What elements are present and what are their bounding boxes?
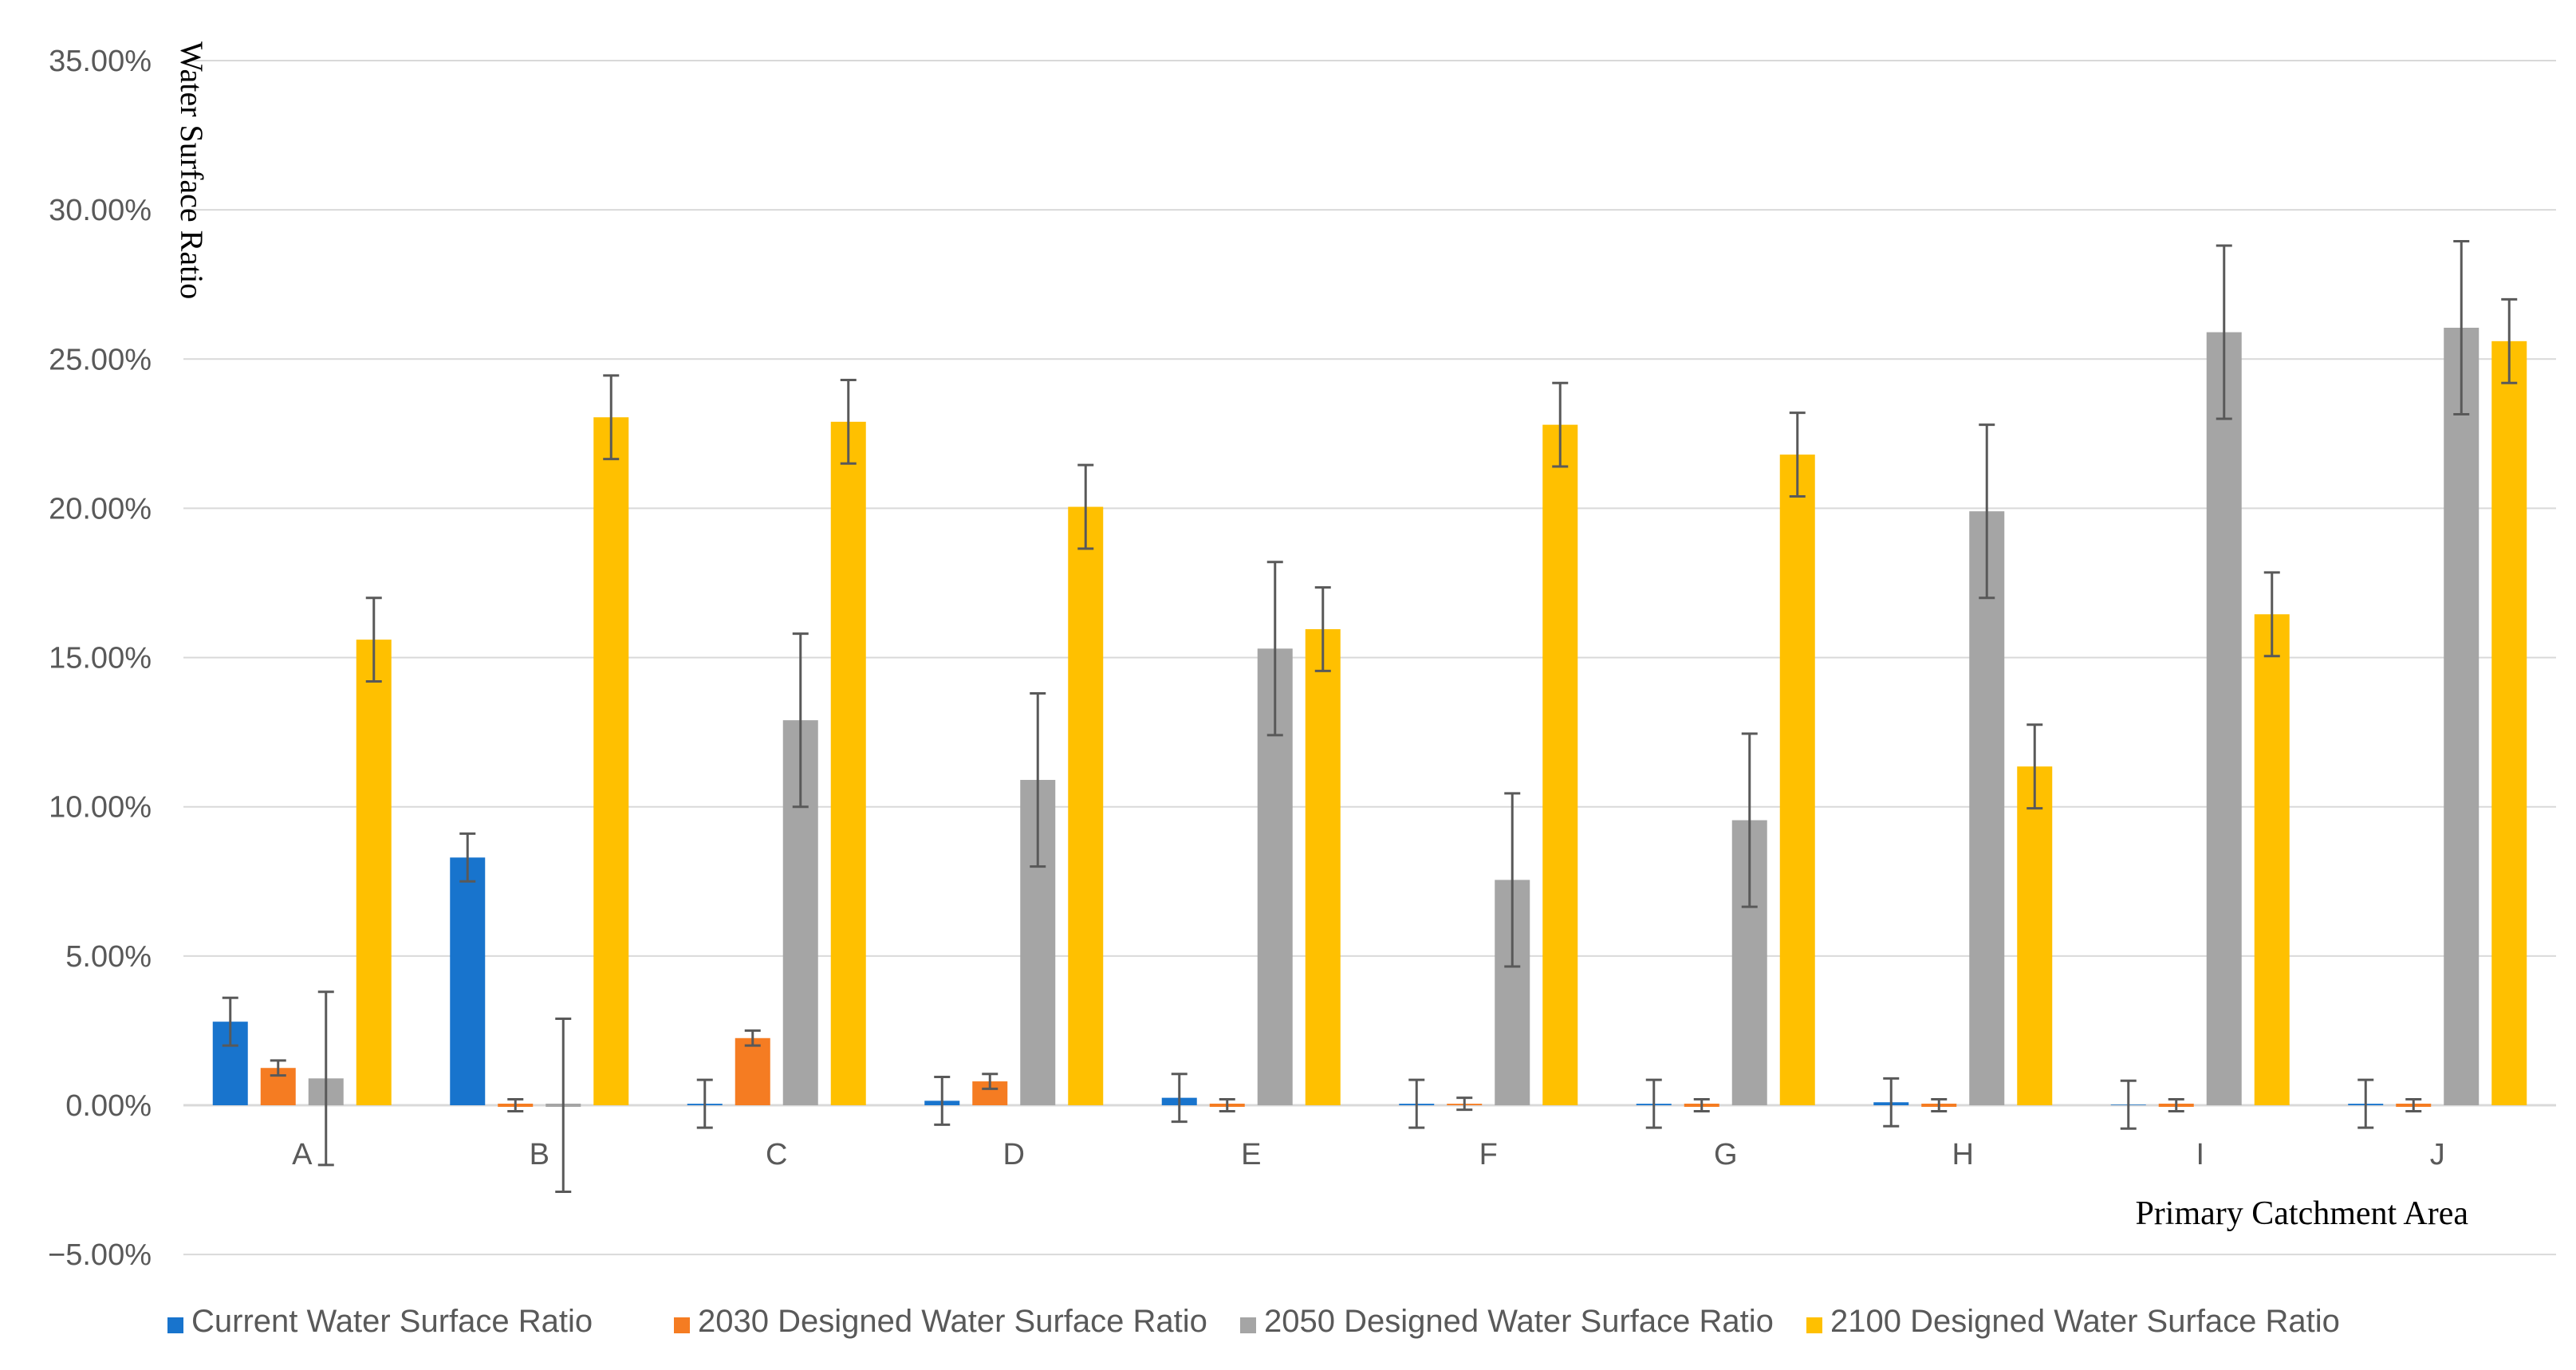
- y-axis-label: Water Surface Ratio: [174, 41, 210, 299]
- legend-swatch: [1240, 1317, 1256, 1333]
- x-tick-label: D: [1003, 1138, 1025, 1171]
- x-tick-label: F: [1479, 1138, 1498, 1171]
- error-bar-H-series-0: [1883, 1077, 1900, 1128]
- error-bar-J-series-3: [2501, 297, 2518, 384]
- bar-F-series-3: [1542, 424, 1578, 1105]
- x-tick-label: H: [1952, 1138, 1974, 1171]
- error-bar-A-series-0: [222, 996, 238, 1047]
- error-bar-B-series-2: [555, 1017, 572, 1194]
- error-bar-D-series-1: [982, 1073, 998, 1090]
- error-bar-G-series-0: [1645, 1078, 1662, 1129]
- error-bar-G-series-3: [1789, 411, 1806, 498]
- x-tick-label: C: [766, 1138, 787, 1171]
- error-bar-H-series-2: [1979, 423, 1995, 600]
- error-bar-I-series-2: [2216, 244, 2232, 420]
- bars: [212, 327, 2527, 1107]
- legend-swatch: [674, 1317, 690, 1333]
- error-bar-D-series-3: [1077, 463, 1094, 550]
- bar-B-series-3: [593, 417, 629, 1105]
- y-tick-label: 5.00%: [65, 940, 152, 974]
- error-bar-C-series-1: [744, 1029, 761, 1047]
- y-tick-label: 30.00%: [49, 194, 152, 227]
- error-bar-F-series-1: [1456, 1096, 1473, 1112]
- x-tick-label: A: [292, 1138, 313, 1171]
- bar-B-series-0: [450, 857, 486, 1105]
- bar-C-series-1: [735, 1037, 770, 1105]
- bar-G-series-3: [1779, 455, 1815, 1105]
- bar-H-series-3: [2017, 766, 2053, 1105]
- error-bar-C-series-3: [840, 378, 857, 465]
- bar-J-series-3: [2491, 341, 2527, 1105]
- error-bar-I-series-1: [2168, 1098, 2184, 1112]
- bar-C-series-3: [830, 421, 866, 1105]
- error-bar-F-series-3: [1552, 381, 1569, 468]
- bar-J-series-2: [2444, 327, 2479, 1105]
- y-tick-label: 10.00%: [49, 791, 152, 825]
- legend-label: 2100 Designed Water Surface Ratio: [1830, 1304, 2340, 1339]
- y-tick-label: 25.00%: [49, 343, 152, 376]
- y-tick-label: −5.00%: [48, 1238, 152, 1272]
- error-bar-A-series-1: [270, 1059, 286, 1077]
- y-tick-label: 35.00%: [49, 45, 152, 78]
- x-tick-label: G: [1714, 1138, 1738, 1171]
- error-bar-G-series-1: [1693, 1098, 1710, 1112]
- error-bar-E-series-3: [1314, 586, 1331, 672]
- error-bar-A-series-3: [365, 596, 382, 683]
- error-bar-J-series-1: [2405, 1098, 2422, 1112]
- x-tick-label: E: [1241, 1138, 1261, 1171]
- error-bar-C-series-2: [792, 632, 809, 809]
- bar-E-series-3: [1305, 629, 1341, 1105]
- error-bar-H-series-1: [1931, 1098, 1948, 1112]
- error-bar-G-series-2: [1741, 732, 1758, 908]
- y-tick-label: 0.00%: [65, 1089, 152, 1123]
- legend-swatch: [1806, 1317, 1822, 1333]
- error-bar-F-series-2: [1504, 792, 1521, 968]
- gridlines: [183, 60, 2556, 1256]
- error-bar-E-series-2: [1266, 561, 1283, 737]
- bar-H-series-2: [1969, 511, 2005, 1105]
- error-bar-J-series-0: [2357, 1078, 2374, 1129]
- error-bar-B-series-1: [507, 1098, 524, 1112]
- error-bar-H-series-3: [2027, 723, 2043, 810]
- y-tick-label: 15.00%: [49, 642, 152, 675]
- error-bar-A-series-2: [317, 990, 334, 1167]
- legend-label: Current Water Surface Ratio: [191, 1304, 593, 1339]
- error-bar-C-series-0: [696, 1078, 713, 1129]
- bar-D-series-3: [1068, 506, 1104, 1105]
- x-axis-label: Primary Catchment Area: [2135, 1195, 2468, 1232]
- error-bar-B-series-3: [603, 374, 620, 461]
- bar-A-series-3: [356, 640, 392, 1105]
- x-tick-label: J: [2430, 1138, 2445, 1171]
- error-bar-E-series-0: [1171, 1073, 1188, 1124]
- error-bar-D-series-0: [934, 1075, 951, 1126]
- x-tick-label: B: [530, 1138, 549, 1171]
- y-tick-label: 20.00%: [49, 492, 152, 526]
- error-bar-I-series-3: [2263, 571, 2280, 658]
- error-bar-D-series-2: [1030, 691, 1046, 868]
- x-tick-label: I: [2196, 1138, 2204, 1171]
- legend-label: 2050 Designed Water Surface Ratio: [1264, 1304, 1774, 1339]
- legend: Current Water Surface Ratio 2030 Designed…: [167, 1304, 2340, 1339]
- error-bar-E-series-1: [1219, 1098, 1235, 1112]
- error-bar-I-series-0: [2120, 1079, 2137, 1130]
- bar-I-series-2: [2206, 332, 2242, 1106]
- error-bars: [222, 239, 2518, 1194]
- legend-swatch: [167, 1317, 183, 1333]
- error-bar-F-series-0: [1408, 1078, 1425, 1129]
- error-bar-J-series-2: [2453, 239, 2470, 416]
- legend-label: 2030 Designed Water Surface Ratio: [698, 1304, 1207, 1339]
- y-axis-ticks: 35.00% 30.00% 25.00% 20.00% 15.00% 10.00% 5.00…: [48, 45, 152, 1272]
- x-axis-ticks: A B C D E F G H I J: [292, 1138, 2445, 1171]
- bar-I-series-3: [2254, 614, 2290, 1105]
- error-bar-B-series-0: [459, 832, 476, 883]
